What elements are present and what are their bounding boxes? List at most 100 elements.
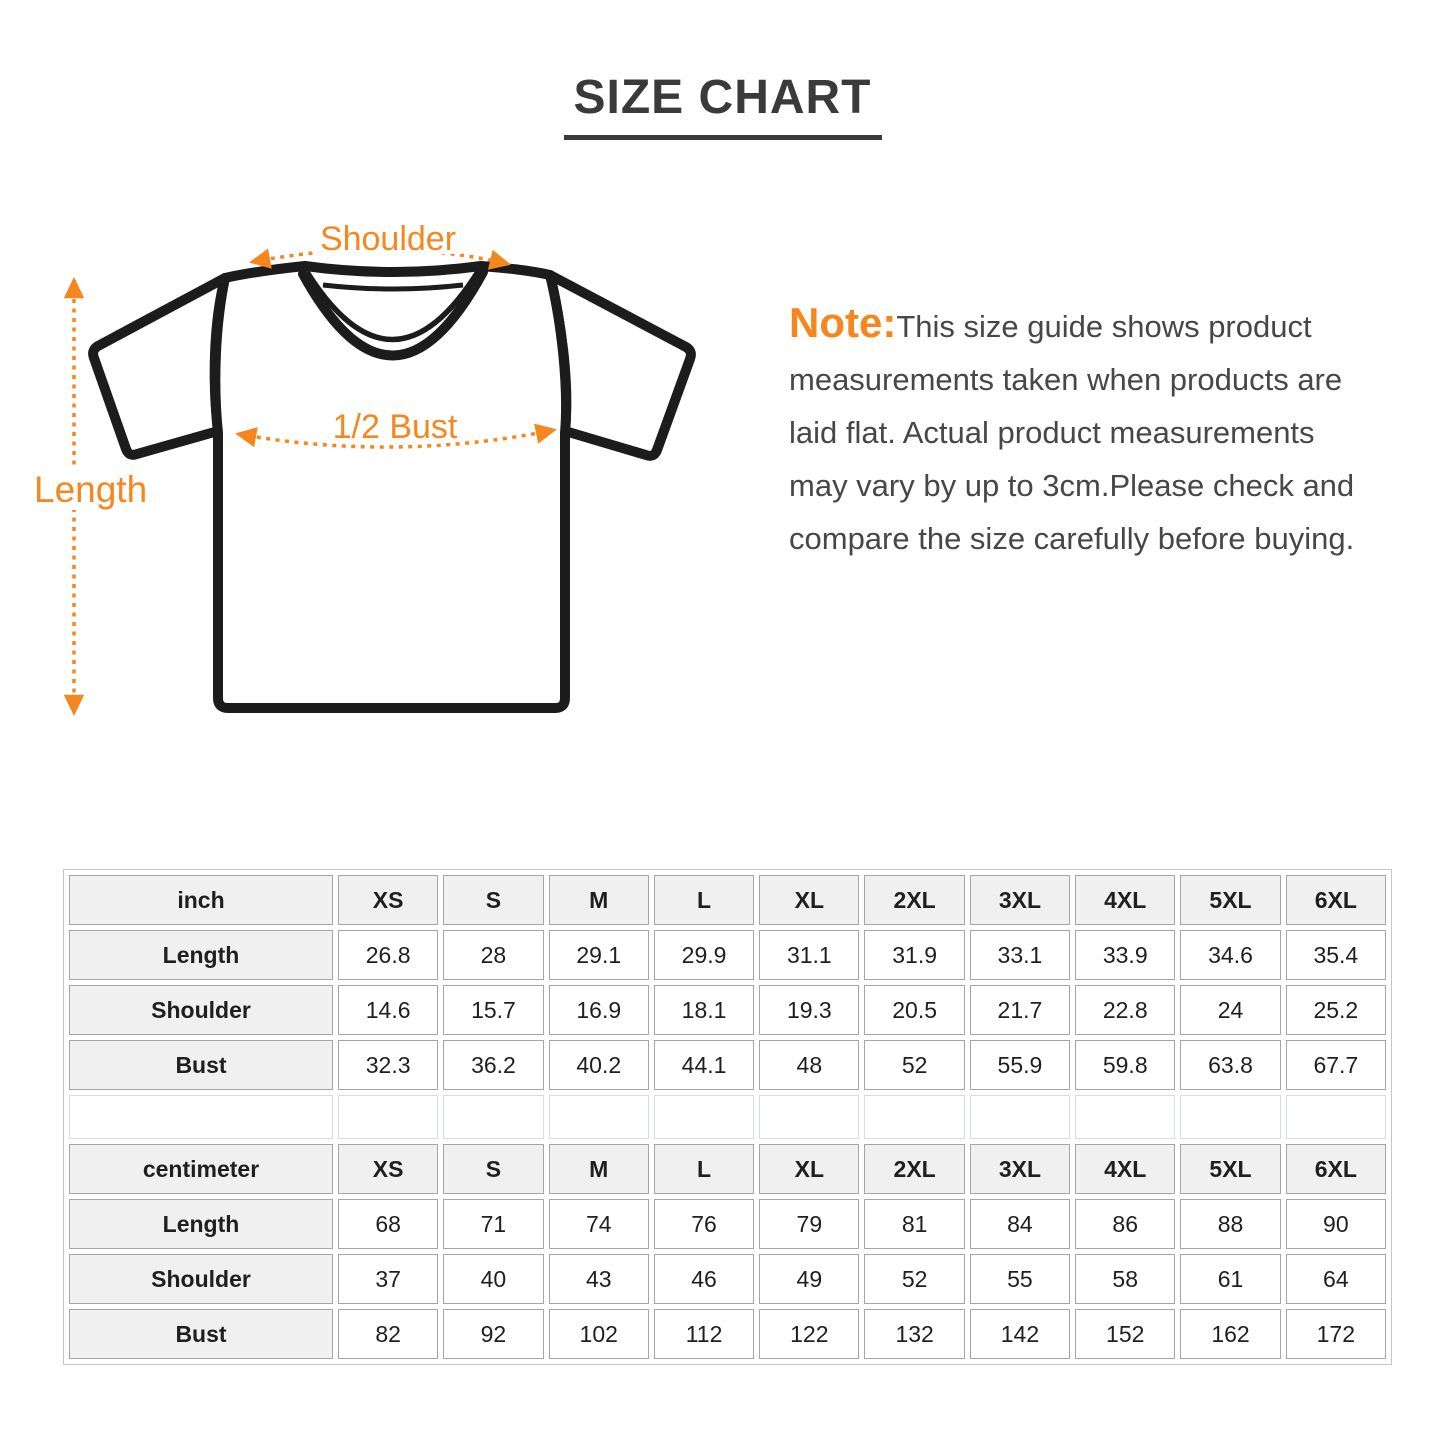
measure-label-cell: Length — [69, 930, 333, 980]
measure-label-cell: Bust — [69, 1309, 333, 1359]
size-header-cell: XL — [759, 875, 860, 925]
measure-value-cell: 29.9 — [653, 930, 755, 980]
size-header-cell: XS — [338, 1144, 439, 1194]
measure-value-cell: 76 — [653, 1199, 755, 1249]
measure-value-cell: 18.1 — [653, 985, 755, 1035]
measure-value-cell: 132 — [864, 1309, 965, 1359]
size-table-header-row: inch XS S M L XL 2XL 3XL 4XL 5XL 6XL — [69, 875, 1386, 925]
measure-value-cell: 55.9 — [969, 1040, 1071, 1090]
measure-value-cell: 112 — [653, 1309, 755, 1359]
size-header-cell: 5XL — [1180, 1144, 1281, 1194]
size-header-cell: L — [653, 1144, 755, 1194]
size-header-cell: S — [443, 875, 544, 925]
measure-value-cell: 14.6 — [338, 985, 439, 1035]
note-line: measurements taken when products are — [789, 362, 1343, 397]
spacer-cell — [864, 1095, 965, 1139]
shoulder-label: Shoulder — [320, 220, 456, 258]
measure-value-cell: 74 — [548, 1199, 649, 1249]
measure-value-cell: 29.1 — [548, 930, 649, 980]
unit-header-cell: centimeter — [69, 1144, 333, 1194]
measure-value-cell: 26.8 — [338, 930, 439, 980]
measure-value-cell: 28 — [443, 930, 544, 980]
spacer-cell — [1075, 1095, 1176, 1139]
measure-value-cell: 22.8 — [1075, 985, 1176, 1035]
measure-value-cell: 67.7 — [1285, 1040, 1386, 1090]
size-table-row: Length 68 71 74 76 79 81 84 86 88 90 — [69, 1199, 1386, 1249]
shoulder-label-bg — [318, 224, 462, 254]
note-line: compare the size carefully before buying… — [789, 521, 1355, 556]
spacer-cell — [443, 1095, 544, 1139]
measure-value-cell: 92 — [443, 1309, 544, 1359]
size-header-cell: S — [443, 1144, 544, 1194]
size-header-cell: 6XL — [1285, 1144, 1386, 1194]
tshirt-right-sleeve — [545, 270, 696, 461]
measure-value-cell: 58 — [1075, 1254, 1176, 1304]
measure-value-cell: 82 — [338, 1309, 439, 1359]
bust-label: 1/2 Bust — [333, 408, 458, 446]
note-line: Note:This size guide shows product — [789, 296, 1414, 353]
measure-value-cell: 61 — [1180, 1254, 1281, 1304]
note-label: Note: — [789, 299, 897, 346]
measure-value-cell: 48 — [759, 1040, 860, 1090]
bust-arrow — [235, 423, 557, 449]
page-title: SIZE CHART — [563, 70, 882, 140]
tshirt-collar-inner — [304, 268, 482, 343]
size-header-cell: XL — [759, 1144, 860, 1194]
measure-value-cell: 81 — [864, 1199, 965, 1249]
measure-value-cell: 32.3 — [338, 1040, 439, 1090]
measure-value-cell: 55 — [969, 1254, 1071, 1304]
size-header-cell: 3XL — [969, 875, 1071, 925]
unit-header-cell: inch — [69, 875, 333, 925]
measure-value-cell: 68 — [338, 1199, 439, 1249]
size-table-row: Bust 32.3 36.2 40.2 44.1 48 52 55.9 59.8 63.8 67.7 — [69, 1040, 1386, 1090]
measure-value-cell: 16.9 — [548, 985, 649, 1035]
size-table-row: Shoulder 37 40 43 46 49 52 55 58 61 64 — [69, 1254, 1386, 1304]
size-header-cell: 6XL — [1285, 875, 1386, 925]
measure-value-cell: 36.2 — [443, 1040, 544, 1090]
spacer-cell — [1180, 1095, 1281, 1139]
spacer-cell — [759, 1095, 860, 1139]
spacer-cell — [653, 1095, 755, 1139]
measure-value-cell: 40.2 — [548, 1040, 649, 1090]
measure-value-cell: 64 — [1285, 1254, 1386, 1304]
note-line: laid flat. Actual product measurements — [789, 415, 1315, 450]
measure-value-cell: 152 — [1075, 1309, 1176, 1359]
measure-value-cell: 35.4 — [1285, 930, 1386, 980]
measure-value-cell: 43 — [548, 1254, 649, 1304]
measure-value-cell: 31.9 — [864, 930, 965, 980]
spacer-cell — [548, 1095, 649, 1139]
size-header-cell: 2XL — [864, 1144, 965, 1194]
length-label: Length — [34, 469, 147, 510]
size-header-cell: XS — [338, 875, 439, 925]
measure-value-cell: 172 — [1285, 1309, 1386, 1359]
measure-value-cell: 52 — [864, 1040, 965, 1090]
measure-label-cell: Length — [69, 1199, 333, 1249]
tshirt-body — [210, 261, 572, 713]
spacer-row — [69, 1095, 1386, 1139]
size-header-cell: 5XL — [1180, 875, 1281, 925]
size-header-cell: 4XL — [1075, 875, 1176, 925]
measure-value-cell: 52 — [864, 1254, 965, 1304]
measure-value-cell: 34.6 — [1180, 930, 1281, 980]
measure-value-cell: 79 — [759, 1199, 860, 1249]
length-label-bg — [28, 468, 186, 510]
measure-value-cell: 63.8 — [1180, 1040, 1281, 1090]
measure-value-cell: 84 — [969, 1199, 1071, 1249]
measure-label-cell: Shoulder — [69, 985, 333, 1035]
tshirt-collar-back-seam — [322, 282, 464, 292]
measure-value-cell: 162 — [1180, 1309, 1281, 1359]
measure-value-cell: 59.8 — [1075, 1040, 1176, 1090]
measure-value-cell: 19.3 — [759, 985, 860, 1035]
size-table-header-row: centimeter XS S M L XL 2XL 3XL 4XL 5XL 6XL — [69, 1144, 1386, 1194]
measure-label-cell: Bust — [69, 1040, 333, 1090]
size-table: inch XS S M L XL 2XL 3XL 4XL 5XL 6XL Length 26.8 28 29… — [63, 869, 1392, 1365]
note-text: This size guide shows product — [896, 309, 1312, 344]
measure-value-cell: 122 — [759, 1309, 860, 1359]
tshirt-collar-outer — [298, 267, 488, 361]
size-header-cell: 3XL — [969, 1144, 1071, 1194]
measure-value-cell: 15.7 — [443, 985, 544, 1035]
measure-value-cell: 33.1 — [969, 930, 1071, 980]
size-header-cell: 2XL — [864, 875, 965, 925]
note-line: may vary by up to 3cm.Please check and — [789, 468, 1355, 503]
